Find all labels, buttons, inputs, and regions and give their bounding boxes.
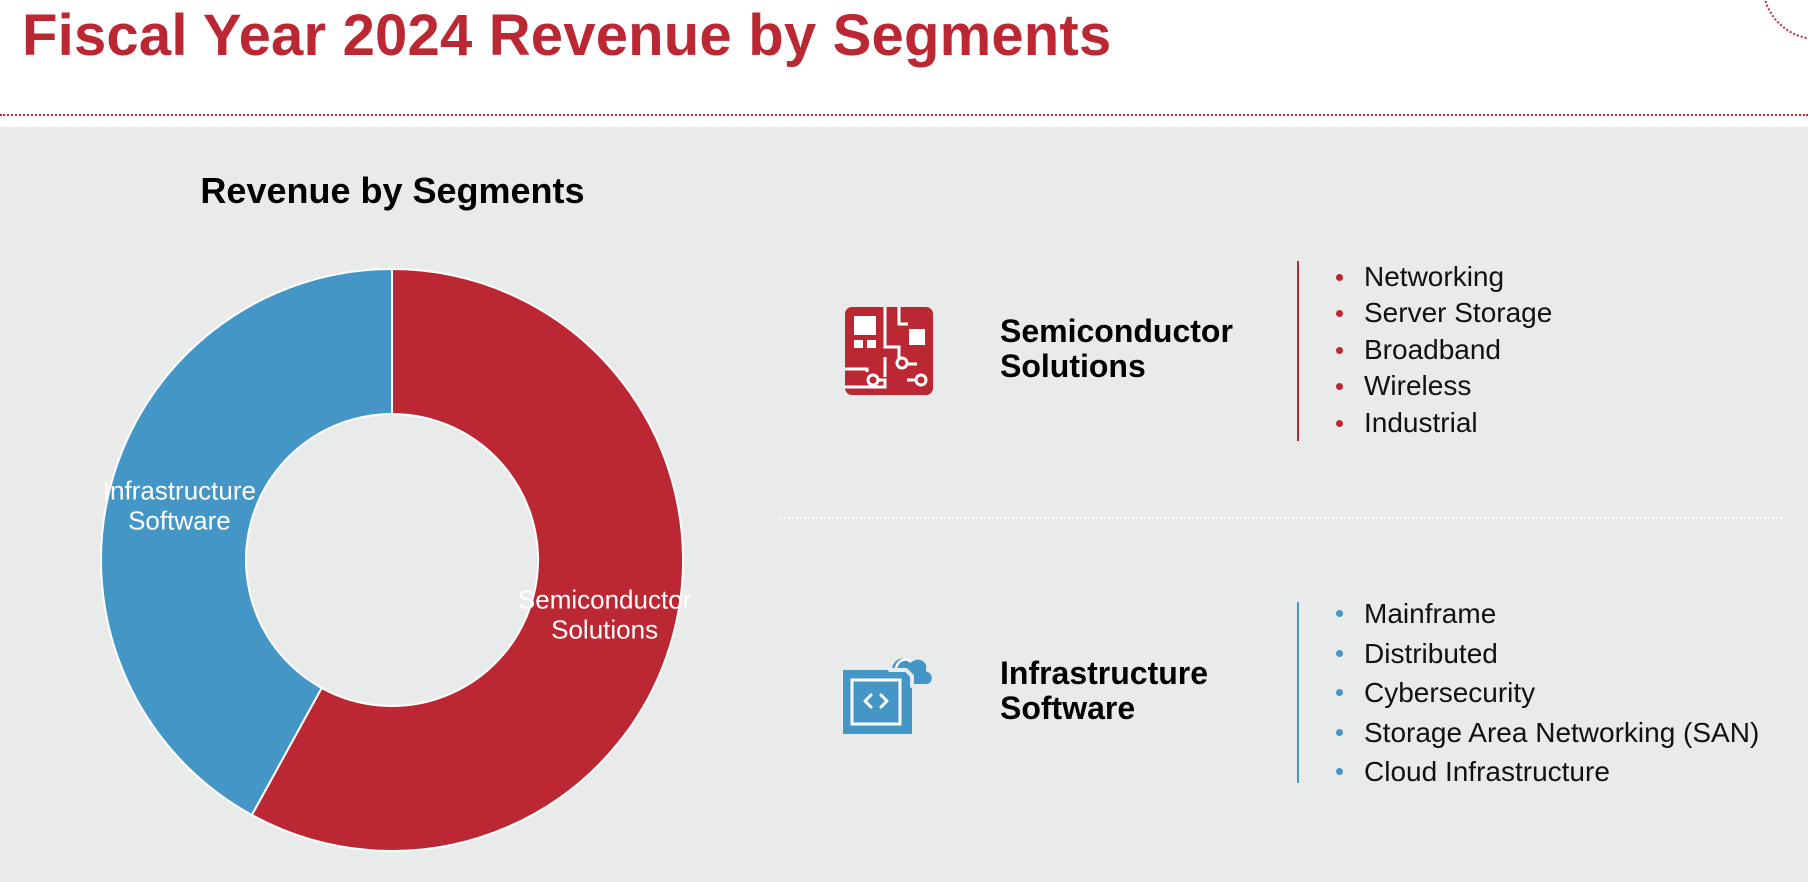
list-item: Server Storage: [1330, 295, 1552, 331]
slice-label: Infrastructure: [103, 475, 256, 505]
segment-divider: [780, 517, 1782, 519]
slice-label: Software: [128, 505, 231, 535]
infrastructure-list: Mainframe Distributed Cybersecurity Stor…: [1330, 594, 1759, 792]
list-item: Wireless: [1330, 368, 1552, 404]
infrastructure-name-line-2: Software: [1000, 690, 1136, 726]
cloud-code-icon: [843, 654, 936, 734]
page-title: Fiscal Year 2024 Revenue by Segments: [22, 3, 1112, 68]
donut-slice-infrastructure-software: [100, 267, 393, 817]
chart-title: Revenue by Segments: [200, 170, 585, 211]
infrastructure-segment-name: Infrastructure Software: [1000, 656, 1208, 726]
semiconductor-segment-name: Semiconductor Solutions: [1000, 314, 1233, 384]
semiconductor-name-line-2: Solutions: [1000, 348, 1146, 384]
list-item: Broadband: [1330, 332, 1552, 368]
corner-decoration: [1762, 0, 1808, 40]
list-item: Cybersecurity: [1330, 673, 1759, 713]
infrastructure-divider: [1297, 602, 1299, 783]
slice-label: Semiconductor: [518, 585, 692, 615]
title-divider: [0, 114, 1808, 116]
infrastructure-name-line-1: Infrastructure: [1000, 655, 1209, 691]
list-item: Distributed: [1330, 634, 1759, 674]
slice-label: Solutions: [551, 615, 658, 645]
list-item: Industrial: [1330, 405, 1552, 441]
circuit-board-icon: [845, 307, 933, 395]
donut-slice-semiconductor-solutions: [250, 267, 684, 852]
list-item: Mainframe: [1330, 594, 1759, 634]
list-item: Networking: [1330, 259, 1552, 295]
list-item: Cloud Infrastructure: [1330, 752, 1759, 792]
semiconductor-list: Networking Server Storage Broadband Wire…: [1330, 259, 1552, 441]
semiconductor-divider: [1297, 261, 1299, 441]
semiconductor-name-line-1: Semiconductor: [1000, 313, 1233, 349]
list-item: Storage Area Networking (SAN): [1330, 713, 1759, 753]
